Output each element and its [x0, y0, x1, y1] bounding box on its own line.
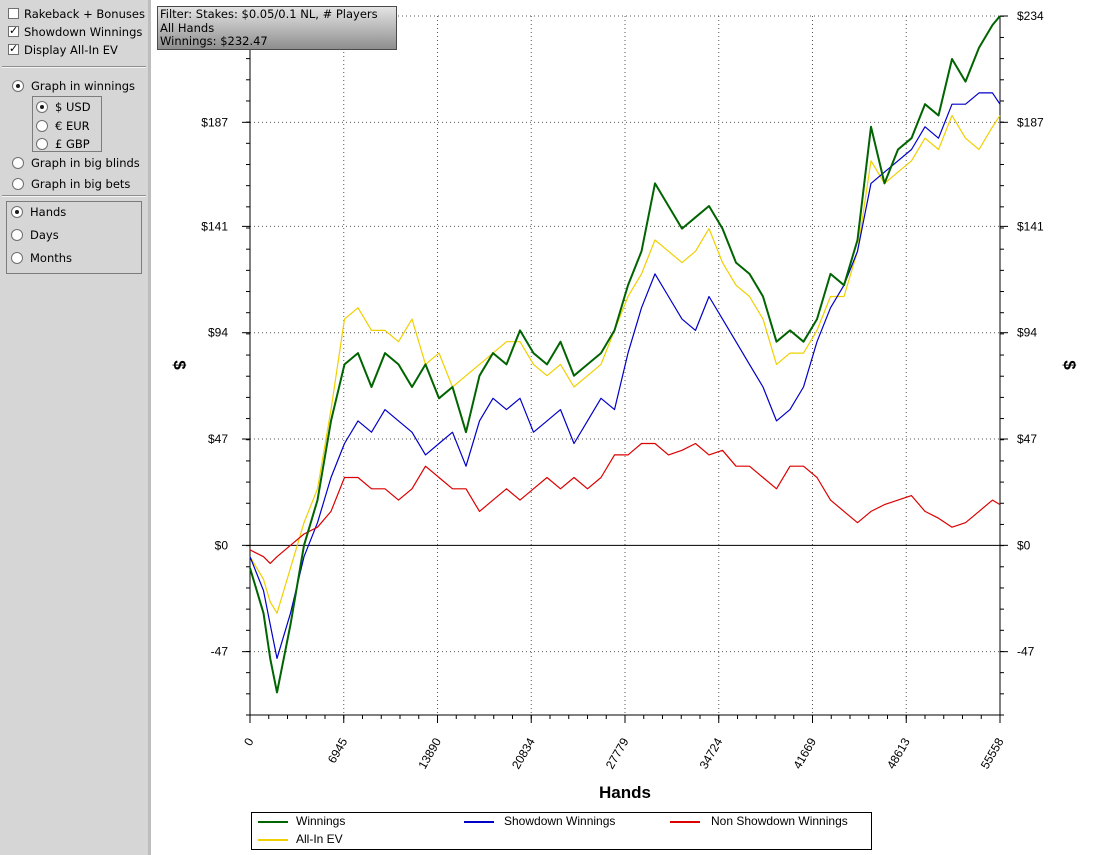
legend-label-non-showdown: Non Showdown Winnings: [711, 814, 848, 828]
graph-in-winnings-radio[interactable]: [12, 80, 24, 92]
graph-in-big-bets-radio[interactable]: [12, 178, 24, 190]
y-axis-title-right: $: [1060, 360, 1079, 370]
display-allin-ev-label: Display All-In EV: [24, 43, 118, 57]
series-line-non-showdown-winnings: [249, 442, 1001, 565]
y-tick-label-left: $187: [201, 115, 228, 129]
currency-eur-radio[interactable]: [36, 120, 48, 132]
graph-in-big-blinds-label: Graph in big blinds: [31, 156, 140, 170]
filter-info-box: Filter: Stakes: $0.05/0.1 NL, # Players …: [157, 6, 397, 50]
legend-swatch-non-showdown: [670, 821, 700, 823]
rakeback-label: Rakeback + Bonuses: [24, 7, 145, 21]
currency-gbp-radio[interactable]: [36, 138, 48, 150]
y-tick-label-right: -47: [1017, 645, 1035, 659]
y-tick-label-right: $187: [1017, 115, 1044, 129]
x-tick-label: 6945: [325, 735, 351, 765]
display-allin-ev-checkbox[interactable]: [8, 42, 19, 55]
x-tick-label: 27779: [603, 735, 632, 771]
legend-label-allin-ev: All-In EV: [296, 832, 343, 846]
y-tick-label-right: $0: [1017, 538, 1031, 552]
legend-swatch-showdown: [464, 821, 494, 823]
rakeback-checkbox[interactable]: [8, 8, 19, 19]
x-axis-title: Hands: [599, 783, 651, 802]
graph-in-winnings-label: Graph in winnings: [31, 79, 136, 93]
x-tick-label: 34724: [697, 735, 726, 771]
y-tick-label-left: $47: [208, 432, 228, 446]
y-tick-label-left: $0: [215, 538, 229, 552]
y-tick-label-left: -47: [211, 645, 229, 659]
legend-label-showdown: Showdown Winnings: [504, 814, 616, 828]
legend-swatch-winnings: [258, 821, 288, 823]
x-tick-label: 20834: [509, 735, 538, 771]
sidebar-splitter[interactable]: [148, 0, 151, 855]
days-label: Days: [30, 228, 59, 242]
series-line-all-in-ev: [249, 114, 1001, 614]
x-tick-label: 55558: [978, 735, 1007, 771]
graph-in-big-blinds-radio[interactable]: [12, 157, 24, 169]
x-axis-mode-group: [6, 201, 142, 274]
y-tick-label-right: $141: [1017, 219, 1044, 233]
legend-label-winnings: Winnings: [296, 814, 346, 828]
y-tick-label-left: $141: [201, 219, 228, 233]
currency-gbp-label: £ GBP: [55, 137, 90, 151]
y-tick-label-left: $94: [208, 326, 228, 340]
x-tick-label: 13890: [415, 735, 444, 771]
showdown-winnings-checkbox[interactable]: [8, 24, 19, 37]
x-tick-label: 41669: [790, 735, 819, 771]
x-tick-label: 0: [241, 735, 257, 748]
y-tick-label-right: $94: [1017, 326, 1037, 340]
separator: [2, 66, 146, 68]
filter-hands-text: All Hands: [160, 20, 215, 35]
series-line-showdown-winnings: [249, 92, 1001, 660]
currency-group: [32, 96, 102, 152]
separator: [2, 195, 146, 197]
y-axis-title-left: $: [170, 360, 189, 370]
months-label: Months: [30, 251, 73, 265]
legend-swatch-allin-ev: [258, 839, 288, 841]
currency-usd-label: $ USD: [55, 100, 91, 114]
hands-radio[interactable]: [11, 206, 23, 218]
series-line-winnings: [249, 15, 1001, 694]
days-radio[interactable]: [11, 229, 23, 241]
currency-usd-radio[interactable]: [36, 101, 48, 113]
x-tick-label: 48613: [884, 735, 913, 771]
graph-in-big-bets-label: Graph in big bets: [31, 177, 131, 191]
y-tick-label-right: $47: [1017, 432, 1037, 446]
filter-winnings-text: Winnings: $232.47: [160, 34, 268, 48]
showdown-winnings-label: Showdown Winnings: [24, 25, 143, 39]
months-radio[interactable]: [11, 252, 23, 264]
chart-legend: Winnings Showdown Winnings Non Showdown …: [251, 812, 872, 850]
filter-stakes-text: Filter: Stakes: $0.05/0.1 NL, # Players: [160, 7, 378, 21]
options-sidebar: Rakeback + Bonuses Showdown Winnings Dis…: [0, 0, 149, 855]
y-tick-label-right: $234: [1017, 9, 1044, 23]
currency-eur-label: € EUR: [55, 119, 90, 133]
hands-label: Hands: [30, 205, 67, 219]
